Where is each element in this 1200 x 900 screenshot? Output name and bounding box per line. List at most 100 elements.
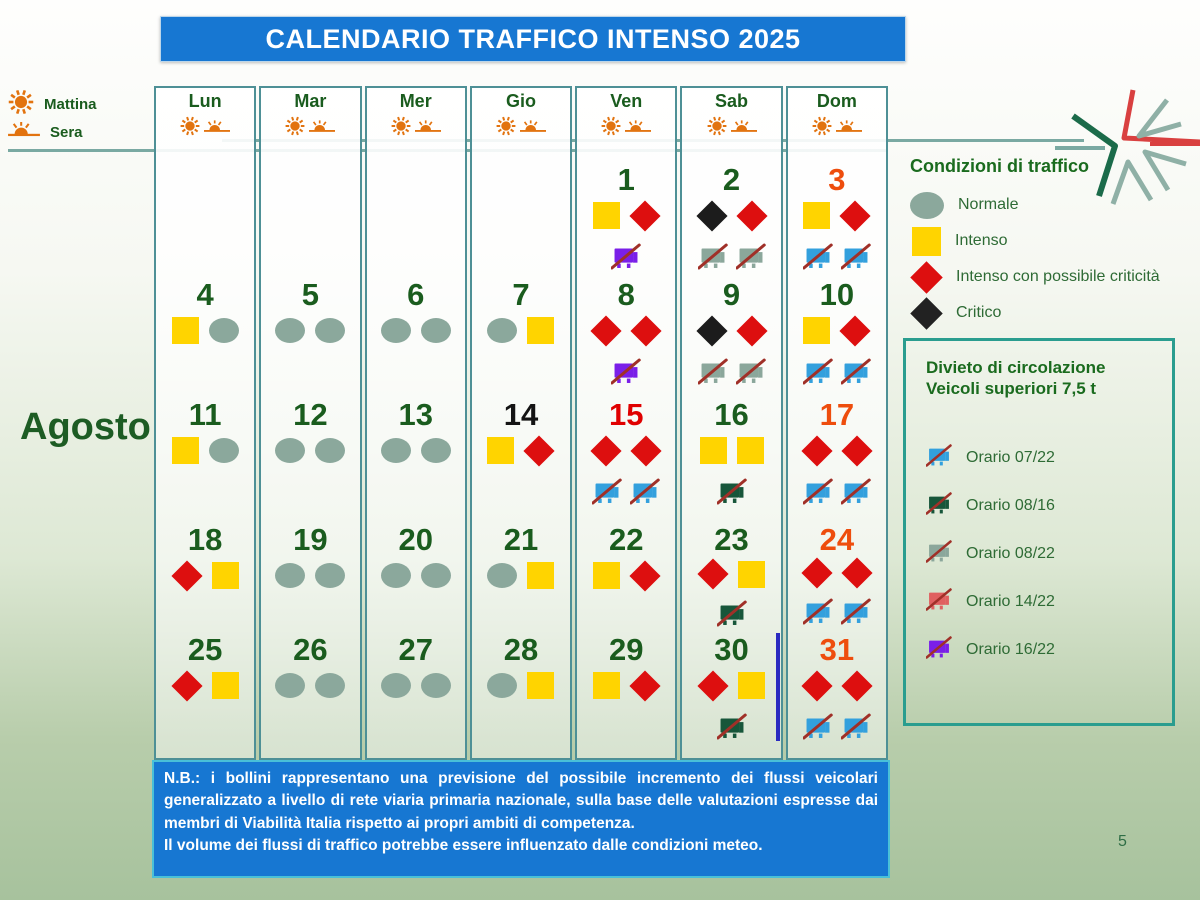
symbol-square: [527, 317, 555, 345]
truck-ban-icon-blue: [840, 243, 871, 275]
diamond-symbol-icon: [910, 260, 943, 294]
day-cell: 25: [156, 630, 254, 758]
column-header-dom: Dom: [788, 88, 886, 160]
traffic-symbols: [487, 434, 556, 467]
day-cell: 9: [682, 275, 780, 395]
calendar-column-ven: Ven 1 8 15 22 29: [575, 86, 678, 760]
day-cell: 18: [156, 520, 254, 630]
weekday-label: Ven: [610, 91, 643, 111]
symbol-square: [171, 437, 199, 465]
ban-legend-item: Orario 14/22: [925, 578, 1172, 626]
symbol-circle: [420, 318, 451, 344]
day-cell: 4: [156, 275, 254, 395]
day-cell: [367, 160, 465, 275]
day-number: 23: [714, 522, 749, 557]
traffic-symbols: [803, 314, 871, 347]
day-cell: 21: [472, 520, 570, 630]
symbol-circle: [315, 673, 346, 699]
traffic-legend-item: Intenso con possibile criticità: [910, 259, 1196, 295]
truck-ban-icon-sage: [696, 358, 728, 390]
day-cell: 22: [577, 520, 675, 630]
symbol-diamond-red: [523, 434, 556, 467]
day-number: 7: [512, 277, 530, 312]
traffic-legend-label: Intenso: [955, 232, 1008, 249]
ban-truck-icons: [715, 478, 747, 510]
weekday-label: Lun: [188, 91, 222, 111]
symbol-square: [487, 437, 515, 465]
weekday-label: Sab: [715, 91, 749, 111]
symbol-square: [211, 672, 239, 700]
truck-ban-icon-blue: [629, 478, 661, 510]
ban-legend-item: Orario 16/22: [925, 626, 1172, 674]
day-number: 21: [503, 522, 539, 557]
ban-legend-label: Orario 16/22: [966, 640, 1055, 658]
symbol-diamond-red: [629, 669, 661, 702]
calendar-column-sab: Sab 2 9 16 23 30: [680, 86, 783, 760]
day-number: 20: [398, 522, 433, 557]
symbol-square: [699, 437, 727, 465]
calendar-column-lun: Lun 4 11 18 25: [154, 86, 257, 760]
morning-sun-icon: [707, 116, 727, 141]
truck-ban-icon-purple: [610, 243, 642, 275]
symbol-diamond-red: [841, 434, 873, 467]
ban-truck-icons: [696, 243, 766, 275]
day-number: 24: [819, 522, 855, 557]
day-number: 1: [617, 162, 635, 197]
traffic-symbols: [171, 669, 239, 702]
ban-legend-item: Orario 08/22: [925, 530, 1172, 578]
symbol-diamond-red: [841, 557, 873, 589]
weekday-label: Dom: [816, 91, 857, 111]
ban-truck-icons: [591, 478, 661, 510]
symbol-square: [527, 672, 555, 700]
diamond-symbol-icon: [910, 296, 943, 330]
symbol-diamond-red: [590, 314, 622, 347]
ban-truck-icons: [802, 243, 871, 275]
morning-sun-icon: [391, 116, 411, 141]
viabilita-italia-star-logo: [1055, 89, 1200, 205]
symbol-diamond-red: [735, 314, 768, 347]
symbol-circle: [420, 563, 451, 589]
day-number: 6: [407, 277, 425, 312]
ban-legend-label: Orario 07/22: [966, 448, 1055, 466]
ban-truck-icons: [610, 243, 642, 275]
time-legend-evening: Sera: [8, 118, 148, 146]
symbol-circle: [380, 318, 411, 344]
page-title: CALENDARIO TRAFFICO INTENSO 2025: [160, 16, 906, 62]
symbol-circle: [275, 438, 306, 464]
truck-ban-icon-sage: [734, 243, 766, 275]
day-number: 17: [819, 397, 855, 432]
evening-sun-icon: [519, 119, 546, 138]
ban-legend-label: Orario 08/16: [966, 496, 1055, 514]
traffic-symbols: [697, 669, 766, 702]
truck-ban-icon-blue: [840, 713, 871, 745]
traffic-symbols: [380, 561, 451, 591]
day-cell: 12: [261, 395, 359, 520]
symbol-circle: [380, 563, 411, 589]
evening-sun-icon: [414, 119, 441, 138]
column-header-mar: Mar: [261, 88, 359, 160]
symbol-square: [211, 562, 239, 590]
traffic-symbols: [592, 559, 661, 592]
day-cell: 28: [472, 630, 570, 758]
traffic-symbols: [275, 561, 346, 591]
truck-ban-icon-salmon: [925, 587, 952, 616]
ban-truck-icons: [610, 358, 642, 390]
day-cell: 13: [367, 395, 465, 520]
day-cell: 29: [577, 630, 675, 758]
traffic-symbols: [801, 434, 873, 467]
truck-ban-icon-blue: [802, 243, 833, 275]
truck-ban-icon-darkgreen: [715, 713, 747, 745]
day-cell: 30: [682, 630, 780, 758]
ban-truck-icons: [802, 478, 871, 510]
day-cell: 26: [261, 630, 359, 758]
ban-truck-icons: [802, 713, 871, 745]
symbol-circle: [315, 438, 346, 464]
evening-sun-icon: [204, 119, 231, 138]
day-cell: 19: [261, 520, 359, 630]
day-number: 30: [714, 632, 749, 667]
day-number: 27: [398, 632, 433, 667]
morning-sun-icon: [8, 89, 34, 120]
symbol-square: [736, 437, 764, 465]
traffic-symbols: [487, 561, 555, 591]
day-cell: 15: [577, 395, 675, 520]
